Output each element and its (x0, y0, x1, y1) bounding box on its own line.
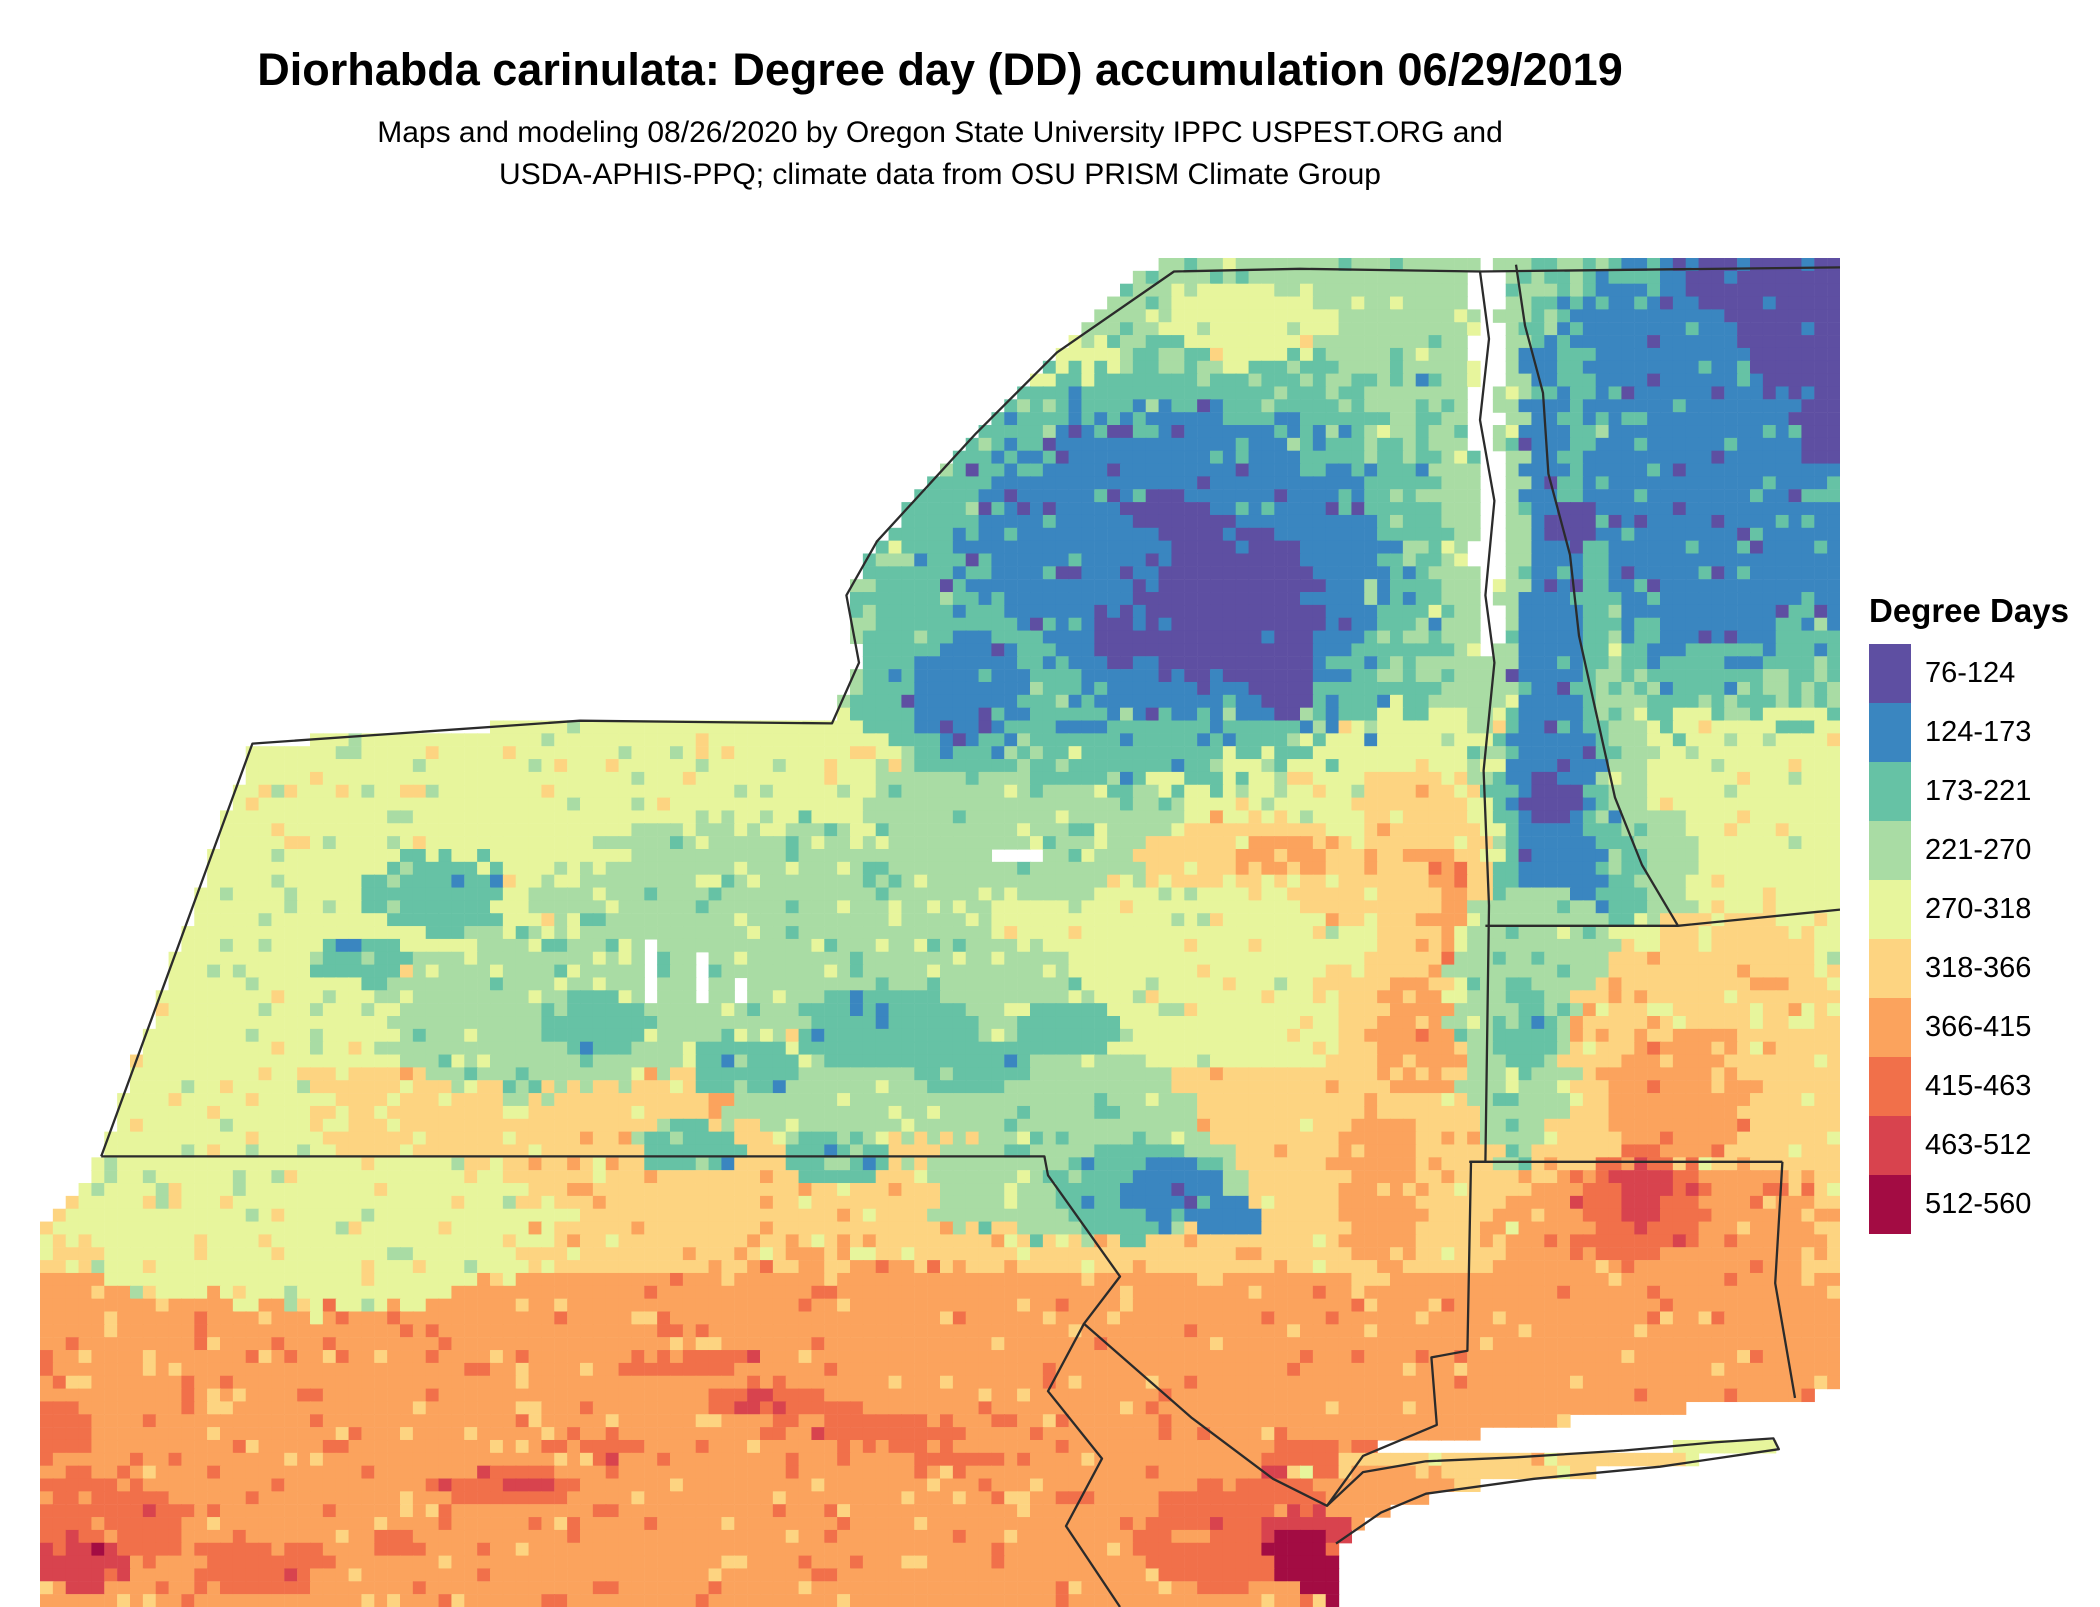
legend-swatch (1869, 998, 1911, 1057)
legend-entries: 76-124 124-173 173-221 221-270 270-318 318-36… (1869, 644, 2069, 1234)
legend-entry: 415-463 (1869, 1057, 2069, 1116)
legend-label: 415-463 (1925, 1070, 2032, 1102)
legend-entry: 270-318 (1869, 880, 2069, 939)
legend-label: 173-221 (1925, 775, 2032, 807)
subtitle-line-2: USDA-APHIS-PPQ; climate data from OSU PR… (499, 158, 1381, 191)
legend-entry: 221-270 (1869, 821, 2069, 880)
legend-label: 221-270 (1925, 834, 2032, 866)
legend-entry: 124-173 (1869, 703, 2069, 762)
legend-label: 318-366 (1925, 952, 2032, 984)
legend-entry: 512-560 (1869, 1175, 2069, 1234)
legend-swatch (1869, 821, 1911, 880)
legend-swatch (1869, 1116, 1911, 1175)
degree-day-raster-map (40, 258, 1840, 1607)
degree-days-legend: Degree Days 76-124 124-173 173-221 221-270 2… (1869, 592, 2069, 1234)
legend-entry: 366-415 (1869, 998, 2069, 1057)
legend-swatch (1869, 762, 1911, 821)
legend-entry: 173-221 (1869, 762, 2069, 821)
legend-swatch (1869, 1057, 1911, 1116)
legend-swatch (1869, 939, 1911, 998)
legend-entry: 463-512 (1869, 1116, 2069, 1175)
legend-label: 366-415 (1925, 1011, 2032, 1043)
legend-label: 463-512 (1925, 1129, 2032, 1161)
legend-swatch (1869, 880, 1911, 939)
legend-swatch (1869, 644, 1911, 703)
legend-label: 270-318 (1925, 893, 2032, 925)
legend-entry: 318-366 (1869, 939, 2069, 998)
legend-label: 76-124 (1925, 657, 2016, 689)
map-title: Diorhabda carinulata: Degree day (DD) ac… (257, 44, 1623, 95)
legend-label: 124-173 (1925, 716, 2032, 748)
legend-title: Degree Days (1869, 592, 2069, 629)
legend-swatch (1869, 703, 1911, 762)
legend-entry: 76-124 (1869, 644, 2069, 703)
subtitle-line-1: Maps and modeling 08/26/2020 by Oregon S… (377, 116, 1503, 149)
map-subtitle: Maps and modeling 08/26/2020 by Oregon S… (0, 112, 1880, 196)
legend-swatch (1869, 1175, 1911, 1234)
legend-label: 512-560 (1925, 1188, 2032, 1220)
